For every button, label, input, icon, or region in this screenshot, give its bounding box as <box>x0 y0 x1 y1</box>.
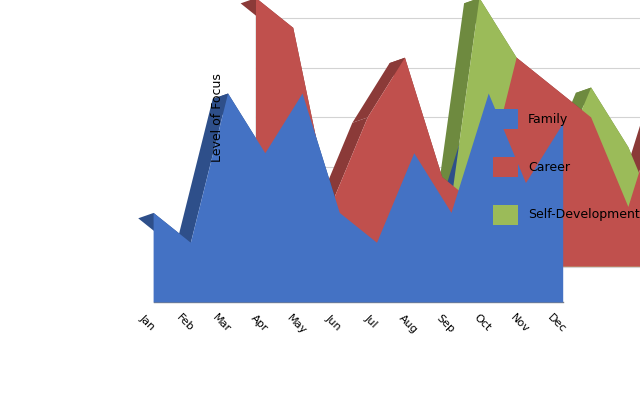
Polygon shape <box>576 117 628 213</box>
Text: Level of Focus: Level of Focus <box>211 73 224 162</box>
Polygon shape <box>390 267 442 272</box>
Polygon shape <box>538 88 591 123</box>
Polygon shape <box>501 58 554 182</box>
Text: Mar: Mar <box>211 312 233 334</box>
Polygon shape <box>250 94 303 158</box>
Polygon shape <box>613 88 640 213</box>
Bar <box>493 157 518 177</box>
Polygon shape <box>278 28 330 213</box>
Polygon shape <box>464 0 516 63</box>
Polygon shape <box>399 153 451 218</box>
Polygon shape <box>138 213 191 248</box>
Polygon shape <box>501 58 554 93</box>
Text: May: May <box>284 312 308 336</box>
Text: Dec: Dec <box>546 312 568 335</box>
Polygon shape <box>315 237 368 272</box>
Polygon shape <box>175 94 228 248</box>
Text: Jun: Jun <box>324 312 343 332</box>
Polygon shape <box>474 94 526 188</box>
Text: Jan: Jan <box>138 312 157 332</box>
Polygon shape <box>576 88 628 152</box>
Polygon shape <box>256 0 640 267</box>
Polygon shape <box>613 147 640 242</box>
Polygon shape <box>436 94 489 218</box>
Polygon shape <box>390 58 442 182</box>
Polygon shape <box>427 177 479 213</box>
Polygon shape <box>241 267 293 272</box>
Polygon shape <box>353 58 405 123</box>
Polygon shape <box>538 88 591 182</box>
Polygon shape <box>278 237 330 272</box>
Polygon shape <box>315 117 368 213</box>
Text: Jul: Jul <box>362 312 379 329</box>
Text: Self-Development: Self-Development <box>528 209 640 221</box>
Polygon shape <box>212 94 266 158</box>
Polygon shape <box>362 153 414 248</box>
Polygon shape <box>241 0 293 33</box>
Bar <box>493 109 518 129</box>
Polygon shape <box>511 123 563 188</box>
Text: Apr: Apr <box>248 312 269 333</box>
Polygon shape <box>287 94 340 218</box>
Polygon shape <box>154 94 563 302</box>
Polygon shape <box>427 0 479 272</box>
Polygon shape <box>256 0 640 267</box>
Text: Career: Career <box>528 161 570 174</box>
Text: Sep: Sep <box>434 312 456 334</box>
Text: Feb: Feb <box>174 312 195 334</box>
Bar <box>493 205 518 225</box>
Text: Oct: Oct <box>472 312 493 333</box>
Text: Family: Family <box>528 113 568 126</box>
Polygon shape <box>464 58 516 213</box>
Text: Nov: Nov <box>508 312 531 335</box>
Polygon shape <box>324 213 377 248</box>
Polygon shape <box>353 267 405 272</box>
Text: Aug: Aug <box>397 312 419 335</box>
